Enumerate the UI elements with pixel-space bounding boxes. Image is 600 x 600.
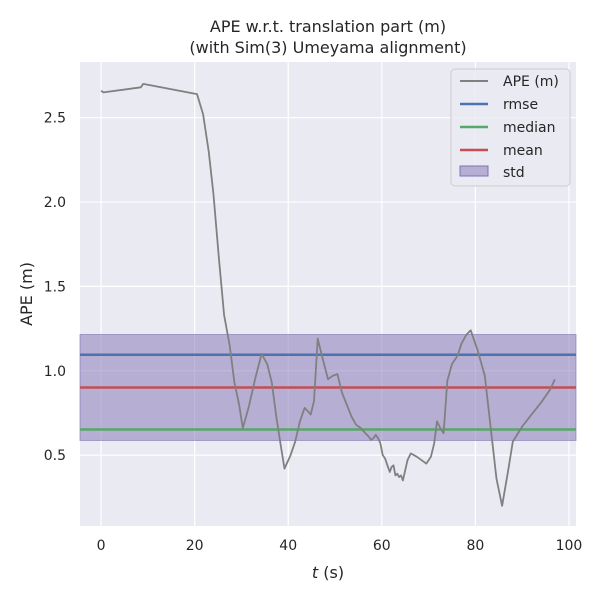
x-tick-label: 0 xyxy=(97,538,106,554)
legend-label-rmse: rmse xyxy=(503,97,538,113)
legend-label-median: median xyxy=(503,120,555,136)
y-tick-label: 1.5 xyxy=(44,279,66,295)
x-axis-label-unit: (s) xyxy=(318,563,344,582)
y-tick-label: 1.0 xyxy=(44,364,66,380)
legend-frame xyxy=(450,68,571,187)
x-tick-labels: 0 20 40 60 80 100 xyxy=(97,538,583,554)
legend-label-ape: APE (m) xyxy=(503,74,559,90)
x-tick-label: 80 xyxy=(466,538,484,554)
y-tick-label: 2.5 xyxy=(44,111,66,127)
legend-swatch-std xyxy=(459,165,489,177)
stat-lines xyxy=(80,353,576,431)
y-tick-label: 2.0 xyxy=(44,195,66,211)
chart-title-line-1: APE w.r.t. translation part (m) xyxy=(210,17,446,36)
chart-title-line-2: (with Sim(3) Umeyama alignment) xyxy=(189,38,466,57)
x-axis-label: t (s) xyxy=(312,563,344,582)
x-axis-label-var: t xyxy=(312,563,319,582)
legend-label-mean: mean xyxy=(503,143,543,159)
y-axis-label: APE (m) xyxy=(17,262,36,326)
y-tick-label: 0.5 xyxy=(44,448,66,464)
y-tick-labels: 0.5 1.0 1.5 2.0 2.5 xyxy=(44,111,66,464)
ape-series-line xyxy=(100,83,556,507)
x-tick-label: 60 xyxy=(373,538,391,554)
ape-series-layer xyxy=(100,83,556,507)
legend: APE (m) rmse median mean std xyxy=(450,68,571,187)
x-tick-label: 100 xyxy=(556,538,583,554)
legend-label-std: std xyxy=(503,165,525,181)
x-tick-label: 20 xyxy=(186,538,204,554)
x-tick-label: 40 xyxy=(279,538,297,554)
